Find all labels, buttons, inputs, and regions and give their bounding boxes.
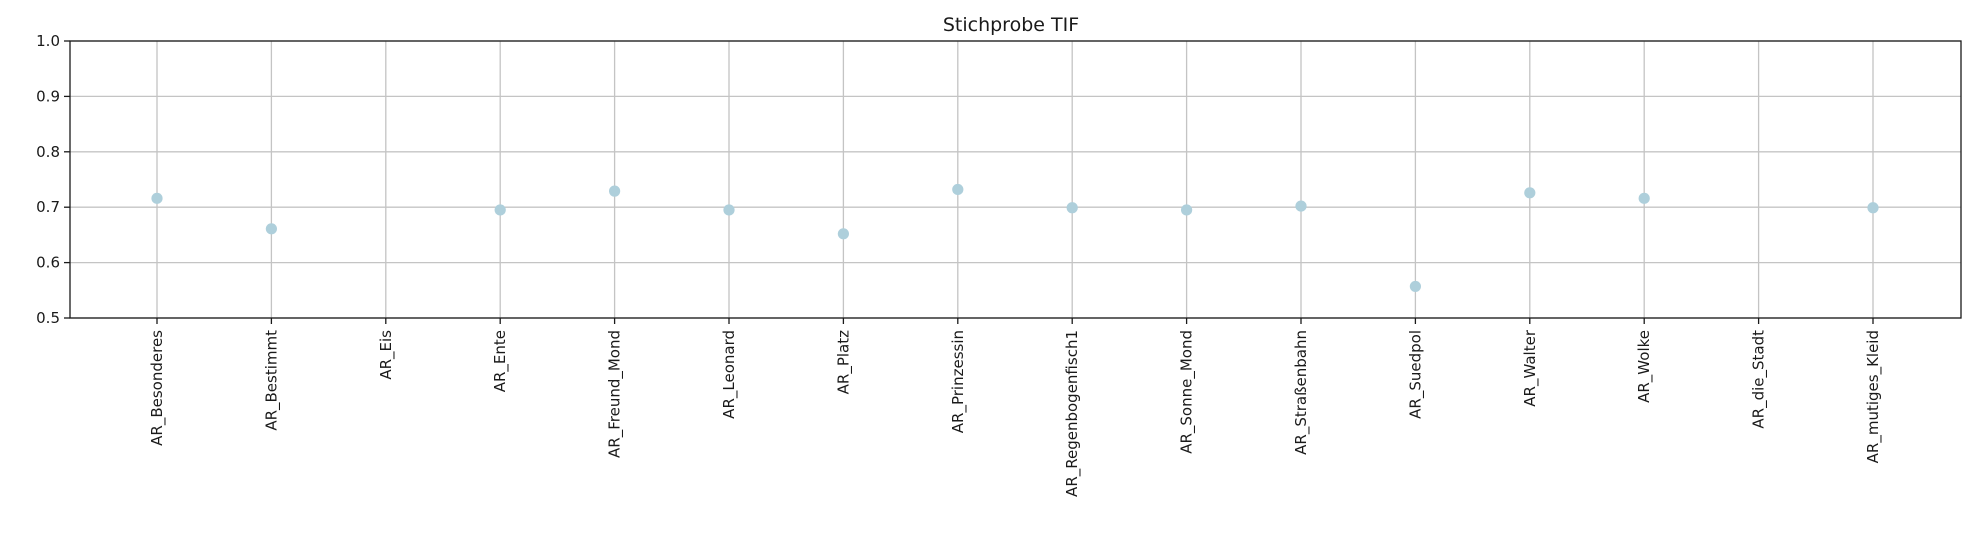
data-point [1181, 204, 1193, 216]
data-point [1295, 200, 1307, 212]
y-tick-label: 0.8 [36, 143, 60, 161]
x-tick-label: AR_Wolke [1635, 330, 1654, 403]
grid-lines [70, 40, 1961, 319]
x-tick-label: AR_Leonard [720, 330, 739, 419]
x-tick-label: AR_Prinzessin [949, 330, 968, 433]
x-tick-label: AR_Besonderes [148, 330, 167, 446]
data-point [609, 185, 621, 197]
x-tick-label: AR_Platz [834, 330, 853, 394]
plot-frame [69, 40, 1962, 319]
data-point [1524, 187, 1536, 199]
x-axis: AR_Besonderes AR_Bestimmt AR_Eis AR_Ente AR_… [148, 318, 1883, 497]
y-tick-label: 0.7 [36, 198, 60, 216]
y-tick-label: 0.5 [36, 309, 60, 327]
y-tick-label: 0.6 [36, 254, 60, 272]
x-tick-label: AR_die_Stadt [1750, 330, 1769, 429]
y-axis: 0.5 0.6 0.7 0.8 0.9 1.0 [36, 32, 70, 327]
chart-title: Stichprobe TIF [943, 14, 1079, 36]
data-point [1409, 280, 1421, 293]
data-point [1867, 202, 1879, 214]
data-point [494, 204, 506, 216]
x-tick-label: AR_Eis [377, 330, 396, 380]
y-tick-label: 0.9 [36, 87, 60, 105]
x-tick-label: AR_Freund_Mond [606, 330, 625, 458]
x-tick-label: AR_Ente [491, 330, 510, 392]
y-tick-label: 1.0 [36, 32, 60, 50]
data-point [837, 228, 850, 240]
data-points [151, 183, 1879, 293]
data-point [151, 192, 163, 204]
x-tick-label: AR_Regenbogenfisch1 [1063, 330, 1082, 497]
x-tick-label: AR_Bestimmt [262, 330, 281, 431]
data-point [1066, 202, 1078, 214]
data-point [723, 204, 735, 216]
data-point [265, 223, 277, 235]
x-tick-label: AR_Sonne_Mond [1178, 330, 1197, 454]
data-point [1638, 192, 1650, 204]
x-tick-label: AR_Walter [1521, 329, 1540, 407]
data-point [952, 183, 964, 196]
x-tick-label: AR_Suedpol [1406, 330, 1425, 419]
x-tick-label: AR_mutiges_Kleid [1864, 330, 1883, 463]
x-tick-label: AR_Straßenbahn [1292, 330, 1311, 455]
